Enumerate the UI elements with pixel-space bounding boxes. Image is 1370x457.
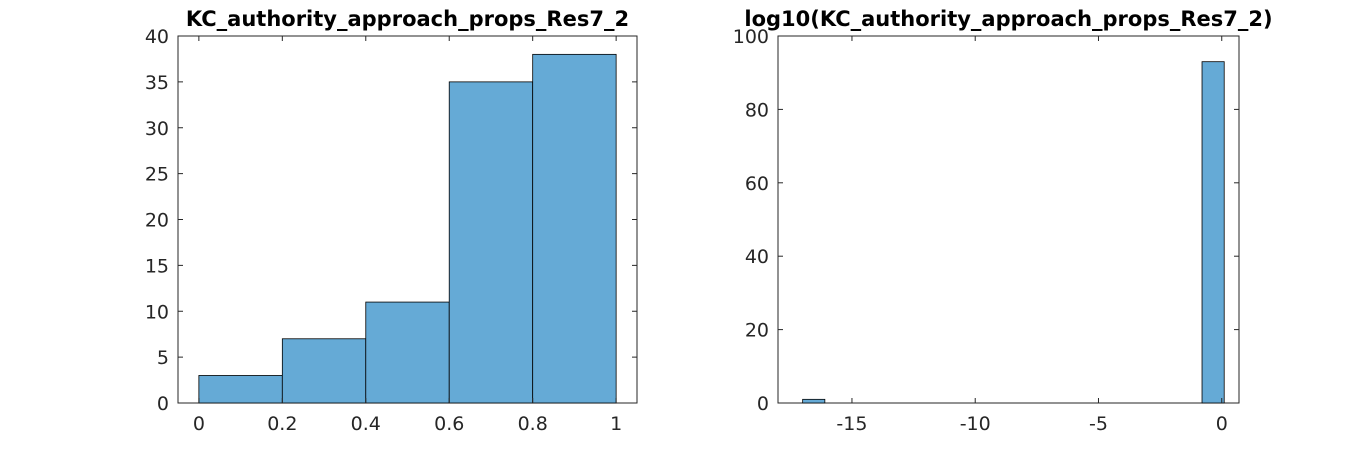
x-tick-label: 0 xyxy=(1216,413,1228,435)
x-tick-label: 0.4 xyxy=(351,413,381,435)
y-tick-label: 5 xyxy=(157,347,169,369)
y-tick-label: 40 xyxy=(145,26,169,48)
histogram-bar xyxy=(802,398,826,404)
histogram-left: 0 0.2 0.4 0.6 0.8 10510152025303540KC_authori… xyxy=(145,7,638,435)
histogram-bar xyxy=(365,301,450,404)
chart-title: KC_authority_approach_props_Res7_2 xyxy=(186,7,629,31)
x-tick-label: 0.2 xyxy=(267,413,297,435)
y-tick-label: 10 xyxy=(145,301,169,323)
x-tick-label: 1 xyxy=(610,413,622,435)
x-tick-label: 0.6 xyxy=(434,413,464,435)
histogram-bar xyxy=(532,53,617,404)
histogram-bar xyxy=(198,375,283,404)
x-tick-label: -10 xyxy=(960,413,991,435)
y-tick-label: 35 xyxy=(145,72,169,94)
histogram-bar xyxy=(1201,61,1225,404)
y-tick-label: 0 xyxy=(157,393,169,415)
histogram-bar xyxy=(448,81,534,404)
x-tick-label: 0 xyxy=(193,413,205,435)
y-tick-label: 60 xyxy=(745,173,769,195)
y-tick-label: 30 xyxy=(145,118,169,140)
y-tick-label: 25 xyxy=(145,164,169,186)
x-tick-label: -15 xyxy=(836,413,867,435)
y-tick-label: 20 xyxy=(145,210,169,232)
x-tick-label: 0.8 xyxy=(518,413,548,435)
histogram-bar xyxy=(281,338,367,404)
x-tick-label: -5 xyxy=(1089,413,1108,435)
y-tick-label: 20 xyxy=(745,320,769,342)
histogram-right: -15 -10 -5 0 0 20 40 60 80 100log10(KC_authority_… xyxy=(733,7,1273,435)
y-tick-label: 100 xyxy=(733,26,769,48)
y-tick-label: 15 xyxy=(145,255,169,277)
y-tick-label: 0 xyxy=(757,393,769,415)
y-tick-label: 40 xyxy=(745,246,769,268)
y-tick-label: 80 xyxy=(745,99,769,121)
chart-title: log10(KC_authority_approach_props_Res7_2… xyxy=(744,7,1272,31)
plot-area xyxy=(777,35,1240,404)
